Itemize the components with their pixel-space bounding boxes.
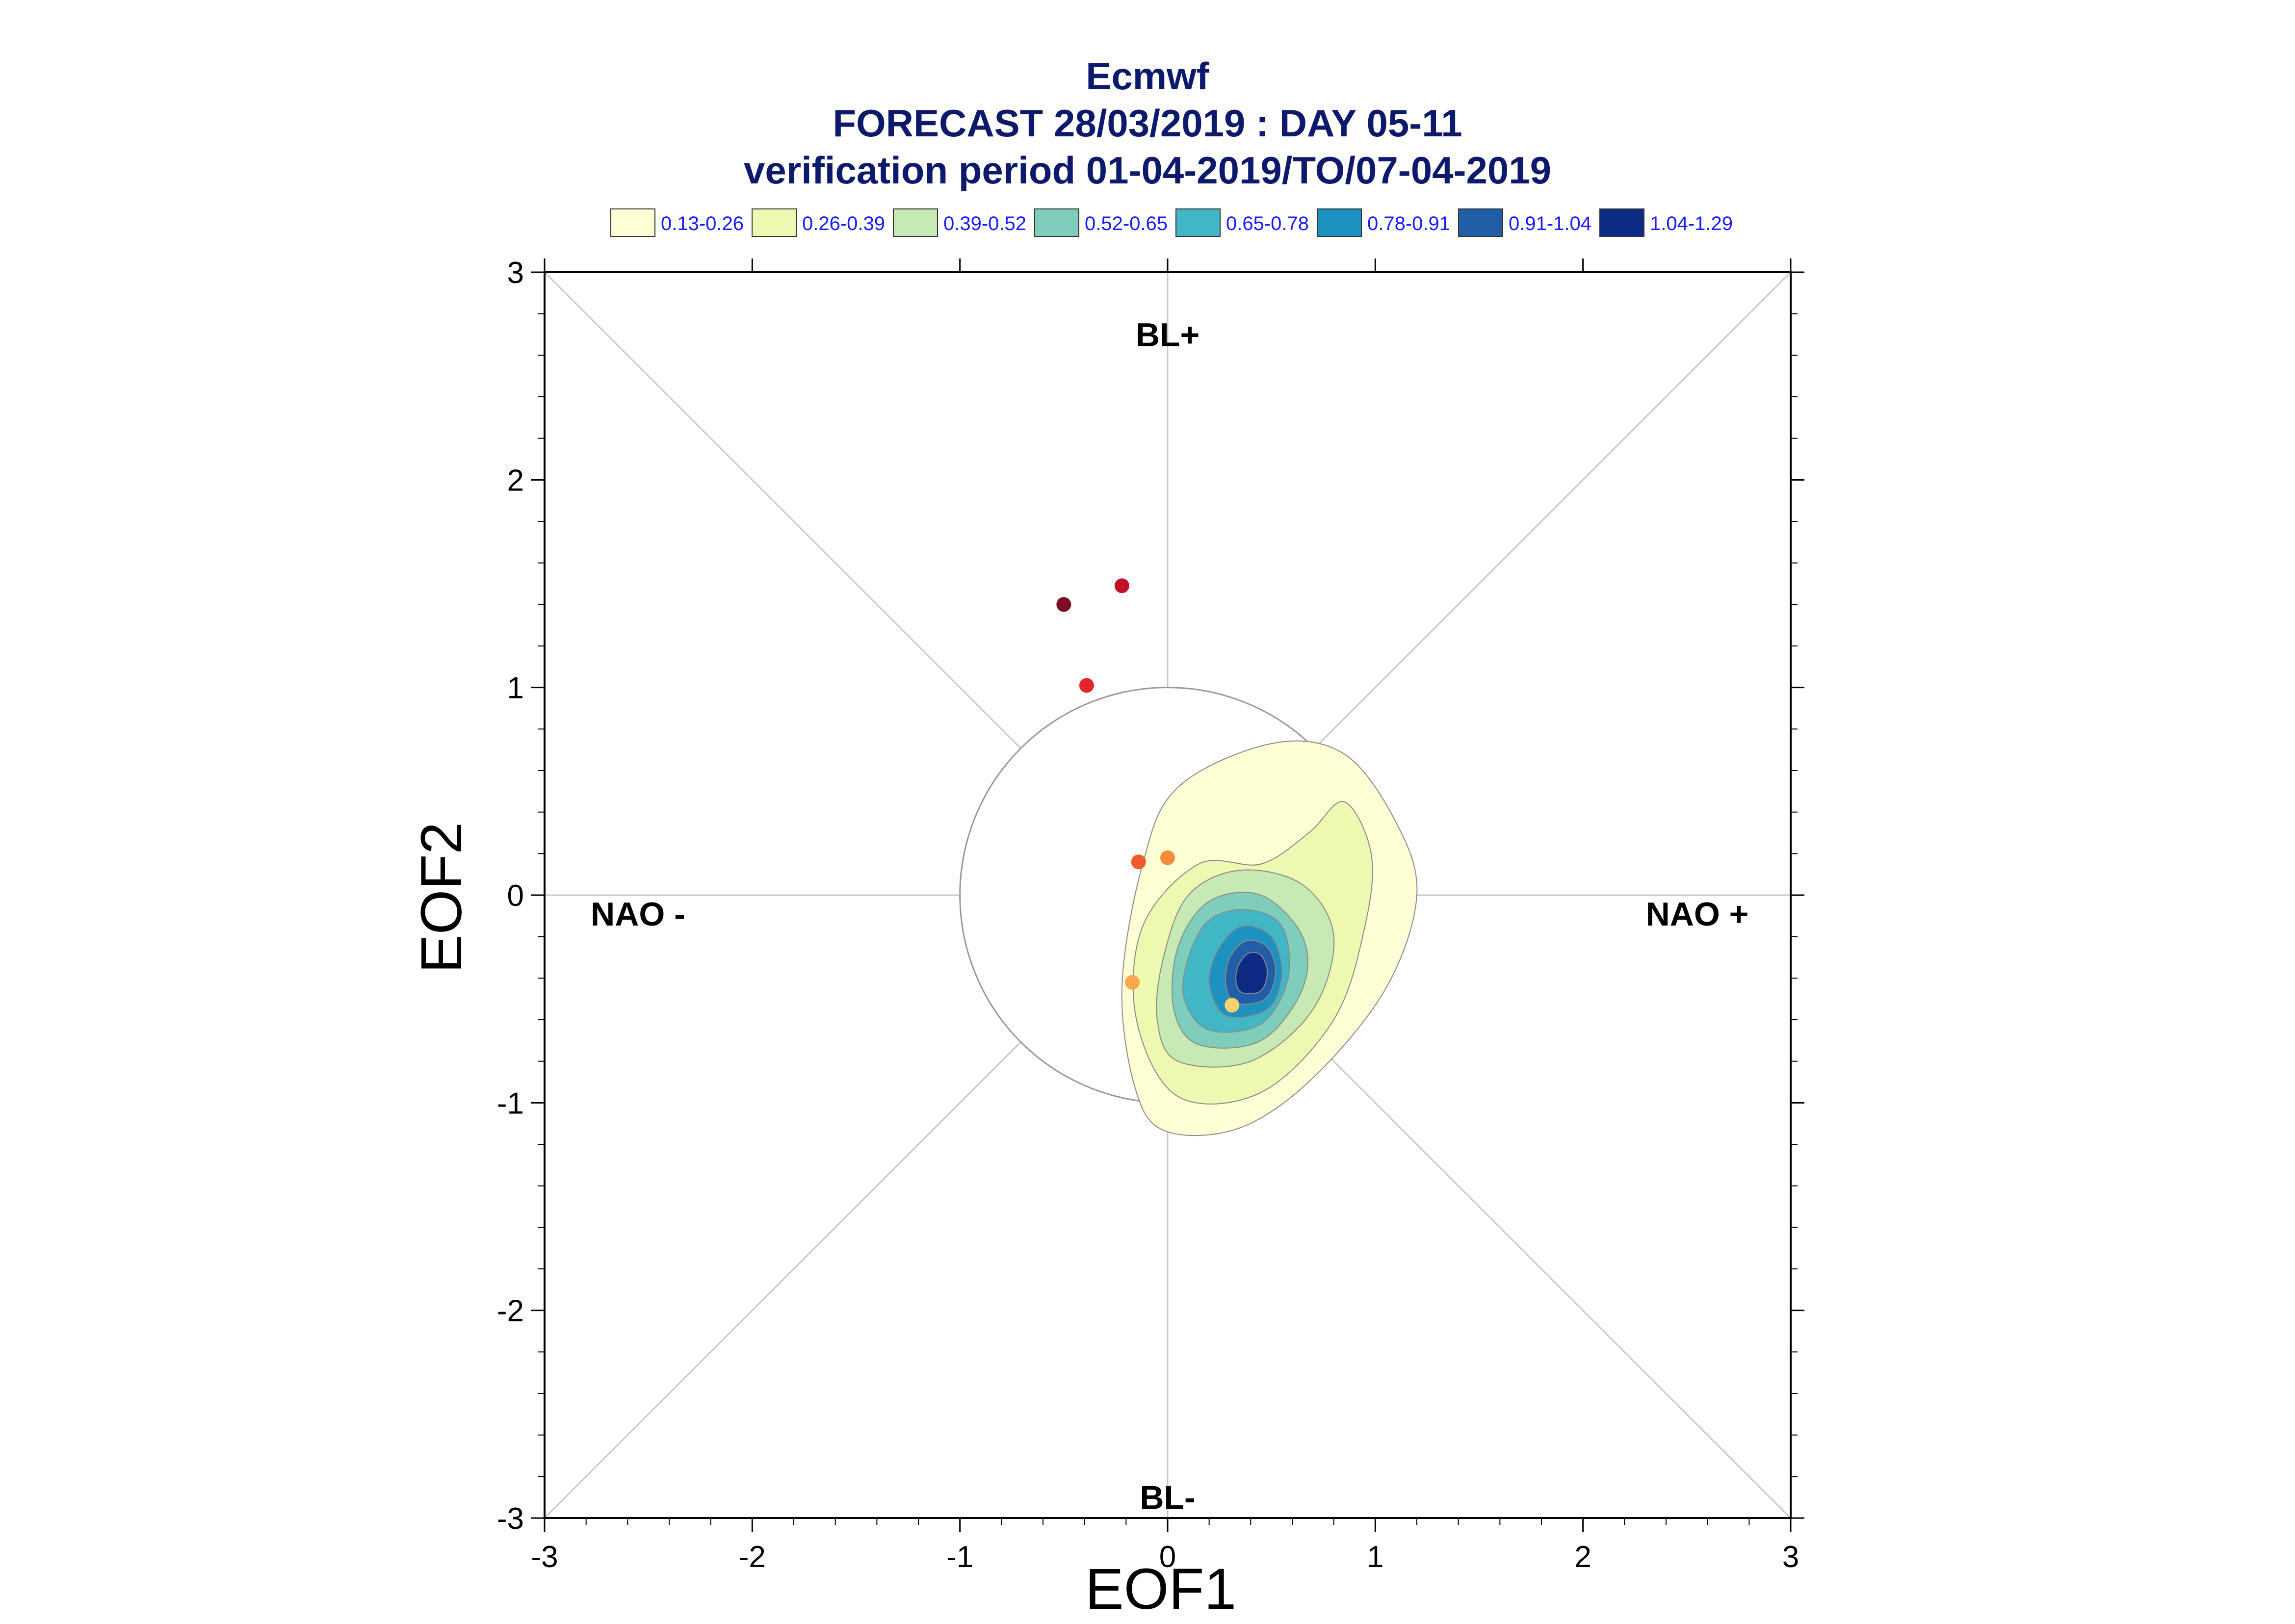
legend-swatch	[752, 208, 797, 237]
legend-swatch	[610, 208, 655, 237]
chart-title-line2: FORECAST 28/03/2019 : DAY 05-11	[833, 102, 1462, 145]
regime-label: BL+	[1136, 316, 1200, 354]
scatter-point	[1125, 975, 1140, 990]
scatter-point	[1114, 578, 1129, 593]
scatter-point	[1079, 678, 1094, 693]
legend-label: 0.78-0.91	[1367, 213, 1450, 234]
x-tick-label: -1	[946, 1540, 973, 1574]
legend-label: 1.04-1.29	[1650, 213, 1733, 234]
legend-swatch	[1317, 208, 1362, 237]
x-tick-label: 0	[1159, 1540, 1176, 1574]
chart-title-line3: verification period 01-04-2019/TO/07-04-…	[744, 149, 1551, 192]
y-tick-label: 2	[507, 464, 524, 497]
regime-label: NAO +	[1646, 896, 1749, 933]
legend: 0.13-0.26 0.26-0.39 0.39-0.52 0.52-0.65 0.65…	[610, 208, 1733, 237]
legend-swatch	[1458, 208, 1503, 237]
x-tick-label: 3	[1782, 1540, 1799, 1574]
scatter-point	[1131, 854, 1146, 870]
legend-label: 0.52-0.65	[1085, 213, 1168, 234]
y-tick-label: 1	[507, 671, 524, 705]
y-tick-label: 3	[507, 256, 524, 290]
x-tick-label: 2	[1574, 1540, 1591, 1574]
density-contour	[1235, 952, 1268, 994]
legend-swatch	[893, 208, 938, 237]
scatter-point	[1225, 998, 1240, 1013]
legend-swatch	[1175, 208, 1221, 237]
legend-swatch	[1599, 208, 1644, 237]
legend-label: 0.39-0.52	[943, 213, 1026, 234]
x-tick-label: -3	[531, 1540, 558, 1574]
legend-label: 0.91-1.04	[1509, 213, 1591, 234]
y-axis-title: EOF2	[409, 822, 474, 973]
plot-area: BL+ BL- NAO - NAO + -3-3 -2 -2 -1 -1 0 0 1 1 2 2 3 3	[497, 256, 1804, 1574]
scatter-point	[1160, 850, 1175, 865]
y-tick-label: -3	[497, 1502, 524, 1536]
x-tick-label: 1	[1367, 1540, 1383, 1574]
chart-title-line1: Ecmwf	[1086, 54, 1209, 98]
scatter-point	[1056, 597, 1071, 612]
legend-label: 0.65-0.78	[1226, 213, 1309, 234]
y-tick-label: -2	[497, 1294, 524, 1328]
y-tick-label: -1	[497, 1086, 524, 1120]
legend-label: 0.13-0.26	[661, 213, 744, 234]
regime-label: BL-	[1140, 1479, 1195, 1517]
x-axis-title: EOF1	[1085, 1557, 1236, 1622]
y-tick-label: 0	[507, 879, 524, 913]
legend-label: 0.26-0.39	[802, 213, 885, 234]
x-tick-label: -2	[739, 1540, 766, 1574]
legend-swatch	[1034, 208, 1079, 237]
regime-label: NAO -	[591, 896, 685, 933]
